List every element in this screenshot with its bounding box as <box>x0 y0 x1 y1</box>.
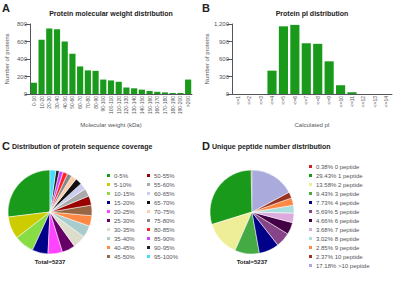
svg-text:30-40: 30-40 <box>54 96 60 109</box>
svg-text:200: 200 <box>17 74 28 80</box>
svg-text:0: 0 <box>226 91 230 97</box>
svg-text:300: 300 <box>219 74 230 80</box>
svg-text:<=14: <=14 <box>383 96 389 108</box>
svg-text:60-70: 60-70 <box>77 96 83 109</box>
svg-text:600: 600 <box>219 56 230 62</box>
svg-text:45-50%: 45-50% <box>114 254 135 260</box>
svg-text:55-60%: 55-60% <box>154 182 175 188</box>
svg-text:50-60: 50-60 <box>69 96 75 109</box>
svg-text:5.69% 5 peptide: 5.69% 5 peptide <box>316 209 360 215</box>
svg-text:<=7: <=7 <box>303 96 309 105</box>
svg-text:190-200: 190-200 <box>177 96 183 115</box>
svg-text:70-80: 70-80 <box>85 96 91 109</box>
svg-text:180-190: 180-190 <box>170 96 176 115</box>
svg-text:85-90%: 85-90% <box>154 236 175 242</box>
svg-text:Protein molecular weight distr: Protein molecular weight distribution <box>49 10 173 18</box>
svg-text:Total=5237: Total=5237 <box>35 259 66 265</box>
svg-text:Number of proteins: Number of proteins <box>4 33 10 84</box>
svg-text:900: 900 <box>219 39 230 45</box>
svg-text:29.43% 1 peptide: 29.43% 1 peptide <box>316 173 363 179</box>
svg-text:2.37% 10 peptide: 2.37% 10 peptide <box>316 254 363 260</box>
svg-text:A: A <box>2 2 10 14</box>
svg-text:30-35%: 30-35% <box>114 227 135 233</box>
svg-text:20-25%: 20-25% <box>114 209 135 215</box>
svg-text:140-150: 140-150 <box>139 96 145 115</box>
svg-text:80-90: 80-90 <box>93 96 99 109</box>
svg-text:Unique peptide number distribu: Unique peptide number distribution <box>212 143 331 151</box>
svg-text:35-40%: 35-40% <box>114 236 135 242</box>
svg-text:20-30: 20-30 <box>46 96 52 109</box>
svg-text:Number of proteins: Number of proteins <box>204 33 210 84</box>
svg-text:120-130: 120-130 <box>123 96 129 115</box>
svg-text:<=4: <=4 <box>269 96 275 105</box>
svg-text:10-15%: 10-15% <box>114 191 135 197</box>
svg-text:150-160: 150-160 <box>147 96 153 115</box>
svg-text:110-120: 110-120 <box>116 96 122 114</box>
svg-text:Protein pI distribution: Protein pI distribution <box>276 10 349 18</box>
svg-text:13.58% 2 peptide: 13.58% 2 peptide <box>316 182 363 188</box>
svg-text:100-110: 100-110 <box>108 96 114 114</box>
svg-text:<=2: <=2 <box>246 96 252 105</box>
svg-text:75-80%: 75-80% <box>154 218 175 224</box>
svg-text:Total=5237: Total=5237 <box>237 259 268 265</box>
svg-text:70-75%: 70-75% <box>154 209 175 215</box>
svg-text:3.02% 8 peptide: 3.02% 8 peptide <box>316 236 360 242</box>
svg-text:25-30%: 25-30% <box>114 218 135 224</box>
svg-text:0-5%: 0-5% <box>114 173 129 179</box>
svg-text:D: D <box>202 140 210 152</box>
svg-text:80-85%: 80-85% <box>154 227 175 233</box>
svg-text:90-100: 90-100 <box>100 96 106 112</box>
svg-text:<=12: <=12 <box>360 96 366 108</box>
svg-text:<=8: <=8 <box>315 96 321 105</box>
svg-text:<=10: <=10 <box>338 96 344 108</box>
svg-text:15-20%: 15-20% <box>114 200 135 206</box>
svg-text:40-45%: 40-45% <box>114 245 135 251</box>
svg-text:600: 600 <box>17 39 28 45</box>
svg-text:<=1: <=1 <box>235 96 241 105</box>
svg-text:4.66% 6 peptide: 4.66% 6 peptide <box>316 218 360 224</box>
svg-text:65-70%: 65-70% <box>154 200 175 206</box>
svg-text:0.38% 0 peptide: 0.38% 0 peptide <box>316 164 360 170</box>
svg-text:95-100%: 95-100% <box>154 254 179 260</box>
svg-text:<=13: <=13 <box>372 96 378 108</box>
svg-text:<=3: <=3 <box>258 96 264 105</box>
svg-text:<=9: <=9 <box>326 96 332 105</box>
svg-text:>200: >200 <box>185 96 191 107</box>
svg-text:C: C <box>2 140 10 152</box>
svg-text:400: 400 <box>17 56 28 62</box>
svg-text:9.43% 3 peptide: 9.43% 3 peptide <box>316 191 360 197</box>
svg-text:60-65%: 60-65% <box>154 191 175 197</box>
svg-text:7.73% 4 peptide: 7.73% 4 peptide <box>316 200 360 206</box>
svg-text:5-10%: 5-10% <box>114 182 132 188</box>
svg-text:90-95%: 90-95% <box>154 245 175 251</box>
svg-text:3.68% 7 peptide: 3.68% 7 peptide <box>316 227 360 233</box>
svg-text:2.85% 9 peptide: 2.85% 9 peptide <box>316 245 360 251</box>
svg-text:0-10: 0-10 <box>31 96 37 106</box>
svg-text:B: B <box>202 2 210 14</box>
svg-text:17.18% >10 peptide: 17.18% >10 peptide <box>316 263 370 269</box>
svg-text:Molecular weight (kDa): Molecular weight (kDa) <box>80 122 141 128</box>
svg-text:50-55%: 50-55% <box>154 173 175 179</box>
svg-text:10-20: 10-20 <box>39 96 45 109</box>
svg-text:<=6: <=6 <box>292 96 298 105</box>
svg-text:160-170: 160-170 <box>154 96 160 115</box>
svg-text:0: 0 <box>24 91 28 97</box>
svg-text:<=11: <=11 <box>349 96 355 107</box>
svg-text:170-180: 170-180 <box>162 96 168 115</box>
svg-text:130-140: 130-140 <box>131 96 137 115</box>
svg-text:40-50: 40-50 <box>62 96 68 109</box>
svg-text:1,200: 1,200 <box>214 21 230 27</box>
svg-text:Calculated pI: Calculated pI <box>294 122 329 128</box>
svg-text:Distribution of protein sequen: Distribution of protein sequence coverag… <box>12 143 153 151</box>
svg-text:<=5: <=5 <box>280 96 286 105</box>
svg-text:800: 800 <box>17 21 28 27</box>
